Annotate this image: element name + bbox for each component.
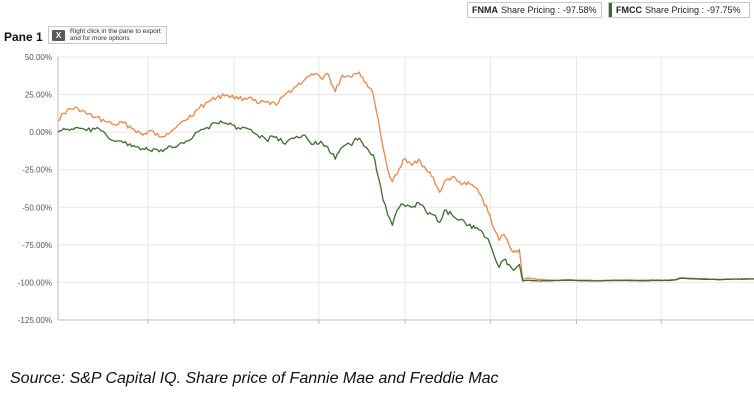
y-tick-label: 0.00% [29,128,52,137]
legend-name-fmcc: FMCC [616,5,642,15]
y-tick-label: -125.00% [18,316,52,325]
legend-value-fmcc: -97.75% [707,5,741,15]
legend-swatch-fmcc [609,3,612,17]
legend-value-fnma: -97.58% [563,5,597,15]
export-hint[interactable]: X Right click in the pane to export and … [48,26,167,44]
y-tick-label: -25.00% [22,166,52,175]
y-tick-label: 25.00% [25,91,52,100]
legend-name-fnma: FNMA [472,5,498,15]
y-tick-label: 50.00% [25,53,52,62]
line-chart[interactable]: 50.00% 25.00% 0.00% -25.00% -50.00% -75.00% -1… [0,48,754,333]
y-tick-label: -75.00% [22,241,52,250]
series-line-fnma [58,71,754,282]
y-tick-label: -50.00% [22,203,52,212]
series-layer [57,71,754,282]
series-line-fmcc [57,120,754,282]
export-hint-text: Right click in the pane to export and fo… [70,28,161,42]
legend-fmcc[interactable]: FMCC Share Pricing : -97.75% [608,2,750,18]
pane-label: Pane 1 [4,30,43,44]
figure-caption: Source: S&P Capital IQ. Share price of F… [10,370,499,387]
axis-layer: 50.00% 25.00% 0.00% -25.00% -50.00% -75.00% -1… [18,53,754,325]
legend-fnma[interactable]: FNMA Share Pricing : -97.58% [467,2,602,18]
legend-label-fnma: Share Pricing : [501,5,561,15]
y-tick-label: -100.00% [18,278,52,287]
grid-layer [58,56,754,321]
excel-icon[interactable]: X [52,29,65,41]
legend-label-fmcc: Share Pricing : [645,5,705,15]
